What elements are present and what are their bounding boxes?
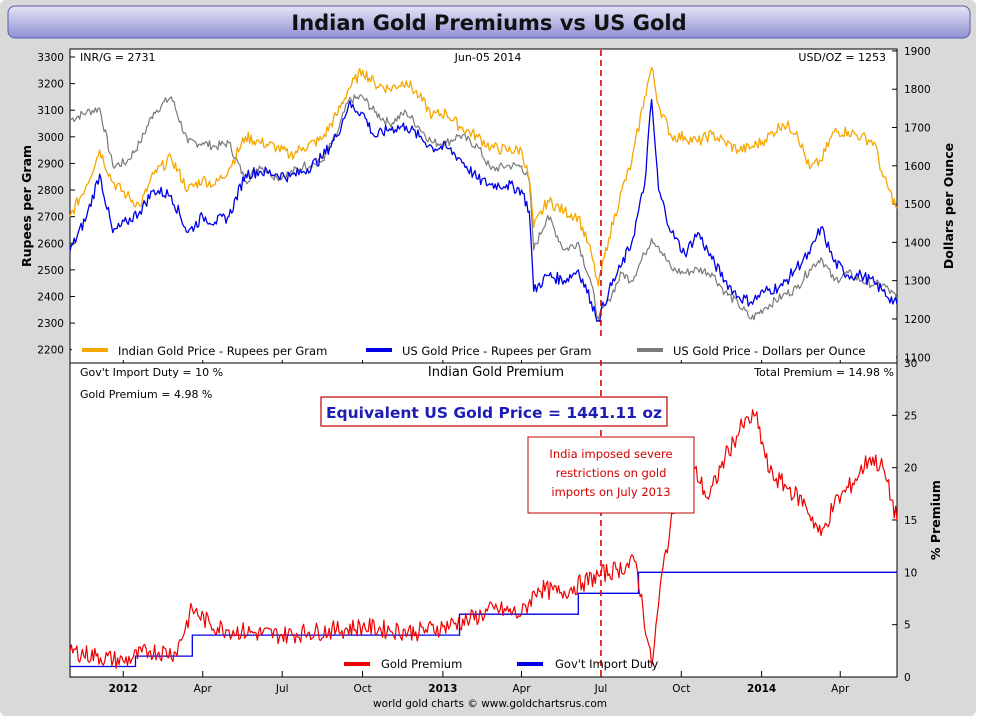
x-tick-label: Jul	[594, 683, 608, 695]
top-left-tick-label: 2400	[37, 291, 64, 303]
top-header-right: USD/OZ = 1253	[798, 51, 886, 64]
top-right-tick-label: 1300	[904, 276, 931, 288]
top-right-tick-label: 1500	[904, 199, 931, 211]
footer-credit: world gold charts © www.goldchartsrus.co…	[373, 698, 607, 710]
top-left-tick-label: 2300	[37, 318, 64, 330]
bottom-right-tick-label: 30	[904, 358, 917, 370]
x-axis: 2012 Apr Jul Oct 2013 Apr Jul Oct 2014 Apr	[109, 357, 850, 695]
x-tick-label: Apr	[831, 683, 850, 695]
top-left-tick-label: 2200	[37, 345, 64, 357]
chart-title: Indian Gold Premiums vs US Gold	[291, 11, 686, 35]
top-legend-bg	[72, 340, 896, 360]
x-tick-label: Jul	[275, 683, 289, 695]
series-import-duty	[70, 571, 897, 668]
series-gold-premium	[69, 409, 898, 669]
legend-us-gold-inr: US Gold Price - Rupees per Gram	[402, 344, 592, 358]
series-us-gold-inr	[69, 98, 898, 323]
top-right-tick-label: 1900	[904, 46, 931, 58]
top-right-tick-label: 1100	[904, 352, 931, 364]
top-left-tick-label: 2800	[37, 185, 64, 197]
top-right-tick-label: 1700	[904, 123, 931, 135]
top-left-tick-label: 2500	[37, 265, 64, 277]
series-us-gold-usd	[69, 94, 898, 321]
top-right-axis-label: Dollars per Ounce	[941, 143, 956, 269]
note-line-1: India imposed severe	[549, 447, 672, 461]
x-tick-label: 2012	[109, 683, 138, 695]
callout-text: Equivalent US Gold Price = 1441.11 oz	[326, 404, 662, 422]
bottom-right-tick-label: 20	[904, 463, 917, 475]
note-box	[527, 436, 695, 514]
x-tick-label: 2013	[428, 683, 457, 695]
top-right-tick-label: 1600	[904, 161, 931, 173]
callout-box	[320, 396, 668, 427]
bottom-right-axis: 30 25 20 15 10 5 0	[892, 358, 917, 684]
note-line-3: imports on July 2013	[551, 485, 670, 499]
bottom-right-tick-label: 15	[904, 515, 917, 527]
top-left-tick-label: 3000	[37, 132, 64, 144]
top-right-tick-label: 1400	[904, 237, 931, 249]
x-tick-label: Apr	[512, 683, 531, 695]
top-header-center: Jun-05 2014	[454, 51, 522, 64]
top-left-axis-label: Rupees per Gram	[19, 145, 34, 267]
x-tick-label: Oct	[672, 683, 690, 695]
bottom-header-duty: Gov't Import Duty = 10 %	[80, 366, 223, 379]
title-bar	[7, 5, 971, 39]
top-left-tick-label: 2600	[37, 238, 64, 250]
top-left-tick-label: 3100	[37, 105, 64, 117]
legend-indian-gold: Indian Gold Price - Rupees per Gram	[118, 344, 327, 358]
x-tick-label: Oct	[353, 683, 371, 695]
bottom-panel-series	[69, 409, 898, 669]
top-left-axis: 3300 3200 3100 3000 2900 2800 2700 2600 2500 2400…	[37, 52, 75, 357]
top-header-left: INR/G = 2731	[80, 51, 156, 64]
bottom-right-axis-label: % Premium	[928, 480, 943, 560]
legend-us-gold-usd: US Gold Price - Dollars per Ounce	[673, 344, 865, 358]
bottom-right-tick-label: 0	[904, 672, 911, 684]
bottom-header-premium: Gold Premium = 4.98 %	[80, 388, 212, 401]
bottom-right-tick-label: 5	[904, 620, 911, 632]
legend-import-duty: Gov't Import Duty	[555, 657, 659, 671]
bottom-panel-title: Indian Gold Premium	[428, 365, 564, 380]
bottom-right-tick-label: 10	[904, 567, 917, 579]
top-left-tick-label: 2900	[37, 158, 64, 170]
top-panel-series	[69, 66, 898, 323]
series-indian-gold-inr	[69, 66, 898, 287]
top-left-tick-label: 3200	[37, 79, 64, 91]
top-right-tick-label: 1800	[904, 84, 931, 96]
bottom-right-tick-label: 25	[904, 410, 917, 422]
top-left-tick-label: 3300	[37, 52, 64, 64]
note-line-2: restrictions on gold	[556, 466, 667, 480]
top-left-tick-label: 2700	[37, 212, 64, 224]
top-right-tick-label: 1200	[904, 314, 931, 326]
legend-gold-premium: Gold Premium	[381, 657, 462, 671]
x-tick-label: Apr	[194, 683, 213, 695]
x-tick-label: 2014	[747, 683, 776, 695]
bottom-header-total: Total Premium = 14.98 %	[753, 366, 894, 379]
top-right-axis: 1900 1800 1700 1600 1500 1400 1300 1200 1100	[892, 46, 931, 364]
